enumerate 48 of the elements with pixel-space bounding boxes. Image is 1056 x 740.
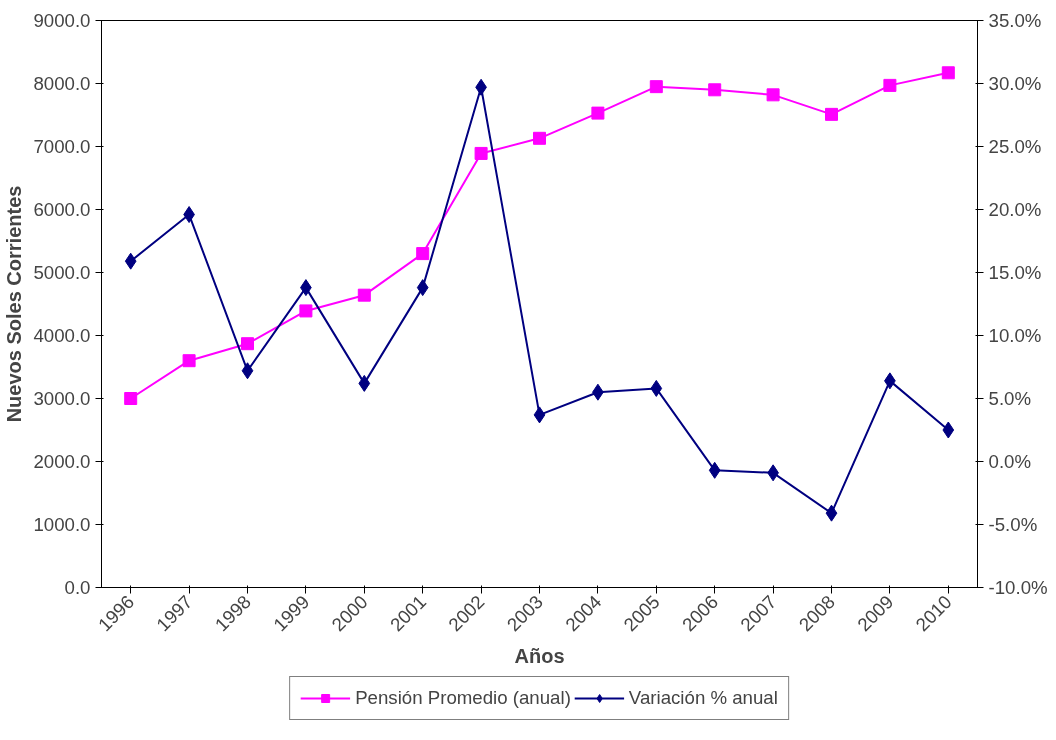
legend-label: Pensión Promedio (anual) [355,686,571,709]
point [650,379,663,397]
point [358,374,371,392]
y2-tick-label: 10.0% [988,325,1042,346]
y-tick-label: 8000.0 [33,73,91,94]
point [533,406,546,424]
y-tick-label: 2000.0 [33,451,91,472]
y-tick-label: 6000.0 [33,199,91,220]
y2-tick-label: 15.0% [988,262,1042,283]
y-tick-label: 5000.0 [33,262,91,283]
point [357,288,371,302]
y2-tick-label: 20.0% [988,199,1042,220]
y-axis-title: Nuevos Soles Corrientes [3,185,26,423]
y2-tick-label: -10.0% [988,577,1048,598]
legend-label: Variación % anual [628,686,778,709]
y-tick-label: 9000.0 [33,10,91,31]
y2-tick-label: 35.0% [988,10,1042,31]
y-tick-label: 3000.0 [33,388,91,409]
point [241,337,254,351]
point [299,304,313,318]
y2-tick-label: -5.0% [988,514,1038,535]
point [416,279,429,297]
point [825,504,838,522]
point [941,66,955,80]
point [124,392,138,405]
point [182,354,196,368]
y2-tick-label: 5.0% [988,388,1032,409]
point [942,421,955,439]
y-tick-label: 4000.0 [33,325,91,346]
y2-tick-label: 30.0% [988,73,1042,94]
y-tick-label: 0.0 [64,577,91,598]
point [533,131,546,145]
y2-tick-label: 25.0% [988,136,1042,157]
y-tick-label: 1000.0 [33,514,91,535]
point [474,146,488,160]
y-tick-label: 7000.0 [33,136,91,157]
point [649,80,663,94]
point [708,83,722,97]
point [825,107,838,121]
point [708,461,721,479]
point [883,78,897,92]
point [124,252,137,270]
point [416,247,430,261]
point [591,106,605,120]
point [241,362,254,380]
point [766,88,780,102]
x-axis-title: Años [514,645,565,668]
y2-tick-label: 0.0% [988,451,1032,472]
